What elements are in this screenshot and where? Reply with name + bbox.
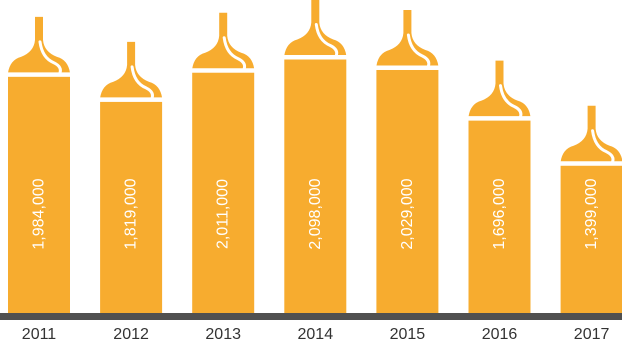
bar-group: 2,098,000: [282, 0, 348, 313]
bar-group: 1,399,000: [559, 105, 622, 313]
bar-value-label: 2,098,000: [307, 178, 324, 249]
bar-value-label: 2,029,000: [399, 178, 416, 249]
bar-cap-highlight: [38, 40, 62, 75]
bar-value-label: 2,011,000: [215, 179, 232, 249]
bar-cap-highlight: [591, 129, 615, 164]
bar: [284, 59, 347, 313]
bar: [100, 101, 163, 313]
x-axis-baseline: [0, 313, 622, 320]
bar: [560, 165, 622, 313]
bar: [8, 76, 70, 314]
bar-cap-highlight: [314, 22, 339, 57]
bar-group: 1,819,000: [98, 41, 164, 313]
x-tick-labels: 2011 2012 2013 2014 2015 2016 2017: [22, 326, 610, 343]
x-tick-label: 2012: [113, 326, 149, 343]
bar-group: 1,984,000: [6, 16, 72, 314]
x-tick-label: 2011: [22, 326, 57, 343]
bar: [192, 72, 255, 313]
bar-group: 2,029,000: [374, 9, 440, 314]
bar: [376, 69, 439, 314]
bar-value-label: 1,819,000: [123, 178, 140, 249]
bar-cap-highlight: [499, 84, 523, 119]
bars-layer: 1,984,000 1,819,000 2,011,000 2,098,000 2,02…: [6, 0, 622, 314]
bar-cap-highlight: [222, 36, 247, 71]
x-tick-label: 2013: [205, 326, 241, 343]
bar: [468, 120, 531, 313]
bar-group: 1,696,000: [467, 60, 532, 313]
bar-cap-highlight: [406, 33, 431, 68]
bar-group: 2,011,000: [190, 12, 256, 313]
bar-cap-highlight: [130, 65, 154, 100]
x-tick-label: 2017: [574, 326, 610, 343]
bar-value-label: 1,984,000: [31, 178, 48, 249]
bar-bottle-cap: [560, 105, 622, 162]
bar-value-label: 1,399,000: [583, 178, 600, 249]
x-tick-label: 2015: [390, 326, 426, 343]
bar-value-label: 1,696,000: [491, 178, 508, 249]
x-tick-label: 2014: [298, 326, 334, 343]
bar-bottle-cap: [284, 0, 347, 56]
x-tick-label: 2016: [482, 326, 518, 343]
